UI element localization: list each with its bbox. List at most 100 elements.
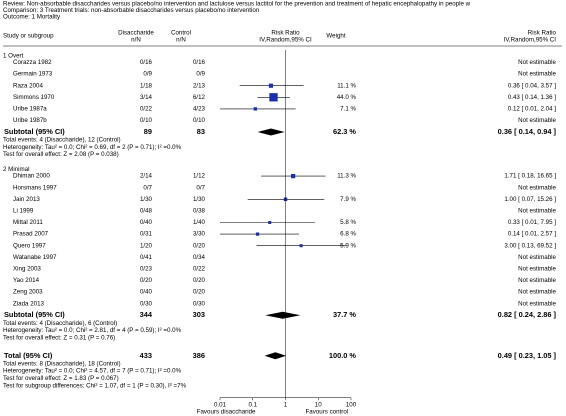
- ctl-count: 303: [193, 310, 205, 319]
- weight: 62.3 %: [333, 127, 356, 136]
- effect-square: [268, 83, 274, 88]
- weight: 11.1 %: [337, 82, 356, 89]
- subtotal-label: Subtotal (95% CI): [4, 310, 65, 319]
- ctl-count: 0/7: [196, 184, 205, 191]
- effect-label: 0.49 [ 0.23, 1.05 ]: [498, 351, 557, 360]
- exp-count: 0/41: [140, 254, 153, 261]
- note: Test for overall effect: Z = 0.31 (P = 0…: [3, 334, 115, 341]
- study-name: Ziada 2013: [13, 300, 45, 307]
- exp-count: 0/31: [140, 231, 153, 238]
- column-header: Weight: [326, 33, 345, 40]
- weight: 6.8 %: [340, 231, 356, 238]
- ctl-count: 6/12: [193, 94, 206, 101]
- exp-count: 0/16: [140, 59, 153, 66]
- x-tick-label: 0.1: [248, 401, 257, 408]
- weight: 5.8 %: [340, 219, 356, 226]
- comparison-line: Comparison: 3 Treatment trials: non-abso…: [3, 7, 260, 14]
- study-name: Uribe 1987b: [13, 117, 47, 124]
- weight: 7.9 %: [340, 196, 356, 203]
- weight: 100.0 %: [329, 351, 357, 360]
- note: Heterogeneity: Tau² = 0.0; Chi² = 0.69, …: [3, 144, 182, 151]
- weight: 44.0 %: [337, 94, 357, 101]
- study-name: Xing 2003: [13, 266, 41, 273]
- ctl-count: 83: [197, 127, 205, 136]
- effect-square: [268, 220, 272, 225]
- exp-count: 0/23: [140, 266, 153, 273]
- ctl-count: 4/23: [193, 106, 206, 113]
- favours-left: Favours disaccharide: [197, 408, 256, 415]
- effect-square: [269, 93, 278, 102]
- column-header: Control: [171, 30, 191, 37]
- effect-label: 0.33 [ 0.01, 7.95 ]: [508, 219, 556, 226]
- effect-label: Not estimable: [518, 59, 556, 66]
- ctl-count: 1/40: [193, 219, 206, 226]
- effect-label: 0.14 [ 0.01, 2.57 ]: [508, 231, 556, 238]
- weight: 11.3 %: [337, 173, 356, 180]
- outcome-line: Outcome: 1 Mortality: [3, 14, 61, 21]
- diamond: [265, 311, 301, 319]
- ctl-count: 386: [193, 351, 205, 360]
- ctl-count: 1/30: [193, 196, 206, 203]
- ctl-count: 2/13: [193, 82, 206, 89]
- note: Heterogeneity: Tau² = 0.0; Chi² = 4.57, …: [3, 368, 182, 375]
- effect-label: 0.43 [ 0.14, 1.36 ]: [508, 94, 556, 101]
- ctl-count: 1/12: [193, 173, 206, 180]
- exp-count: 433: [140, 351, 152, 360]
- effect-square: [253, 107, 258, 111]
- effect-square: [255, 232, 260, 236]
- study-name: Mittal 2011: [13, 219, 43, 226]
- exp-count: 0/40: [140, 219, 153, 226]
- exp-count: 1/30: [140, 196, 153, 203]
- effect-label: Not estimable: [518, 117, 556, 124]
- ctl-count: 0/20: [193, 277, 206, 284]
- exp-count: 0/9: [143, 71, 152, 78]
- effect-label: Not estimable: [518, 184, 556, 191]
- study-name: Quero 1997: [13, 242, 46, 249]
- study-name: Uribe 1987a: [13, 106, 47, 113]
- effect-label: 0.36 [ 0.14, 0.94 ]: [498, 127, 557, 136]
- exp-count: 89: [144, 127, 152, 136]
- effect-label: 3.00 [ 0.13, 69.52 ]: [504, 242, 556, 249]
- effect-label: Not estimable: [518, 266, 556, 273]
- diamond: [257, 128, 285, 136]
- effect-label: 0.36 [ 0.04, 3.57 ]: [508, 82, 556, 89]
- exp-count: 2/14: [140, 173, 153, 180]
- study-name: Raza 2004: [13, 82, 43, 89]
- exp-count: 0/40: [140, 289, 153, 296]
- note: Total events: 4 (Disaccharide), 6 (Contr…: [3, 320, 117, 327]
- effect-label: Not estimable: [518, 300, 556, 307]
- ctl-count: 0/34: [193, 254, 206, 261]
- x-tick-label: 0.01: [214, 401, 227, 408]
- review-line: Review: Non-absorbable disaccharides ver…: [3, 1, 471, 8]
- exp-count: 1/18: [140, 82, 153, 89]
- exp-count: 0/7: [143, 184, 152, 191]
- subtotal-label: Total (95% CI): [4, 351, 53, 360]
- x-tick-label: 100: [346, 401, 357, 408]
- ctl-count: 3/30: [193, 231, 206, 238]
- study-name: Jain 2013: [13, 196, 40, 203]
- ctl-count: 0/30: [193, 300, 206, 307]
- study-name: Yao 2014: [13, 277, 40, 284]
- group-label: 2 Minimal: [3, 166, 29, 173]
- effect-label: Not estimable: [518, 289, 556, 296]
- column-header: Disaccharide: [118, 30, 154, 37]
- effect-label: Not estimable: [518, 208, 556, 215]
- note: Test for subgroup differences: Chi² = 1.…: [3, 382, 187, 389]
- study-name: Horsmans 1997: [13, 184, 57, 191]
- effect-label: Not estimable: [518, 71, 556, 78]
- note: Total events: 8 (Disaccharide), 18 (Cont…: [3, 360, 121, 367]
- exp-count: 0/30: [140, 300, 153, 307]
- study-name: Prasad 2007: [13, 231, 49, 238]
- favours-right: Favours control: [306, 408, 349, 415]
- exp-count: 344: [140, 310, 153, 319]
- exp-count: 1/20: [140, 242, 153, 249]
- weight: 7.1 %: [340, 106, 356, 113]
- x-tick-label: 10: [315, 401, 322, 408]
- effect-label: 1.00 [ 0.07, 15.26 ]: [504, 196, 556, 203]
- weight: 37.7 %: [333, 310, 356, 319]
- study-name: Li 1999: [13, 208, 34, 215]
- ctl-count: 0/22: [193, 266, 206, 273]
- effect-square: [291, 173, 296, 179]
- note: Test for overall effect: Z = 2.08 (P = 0…: [3, 151, 119, 158]
